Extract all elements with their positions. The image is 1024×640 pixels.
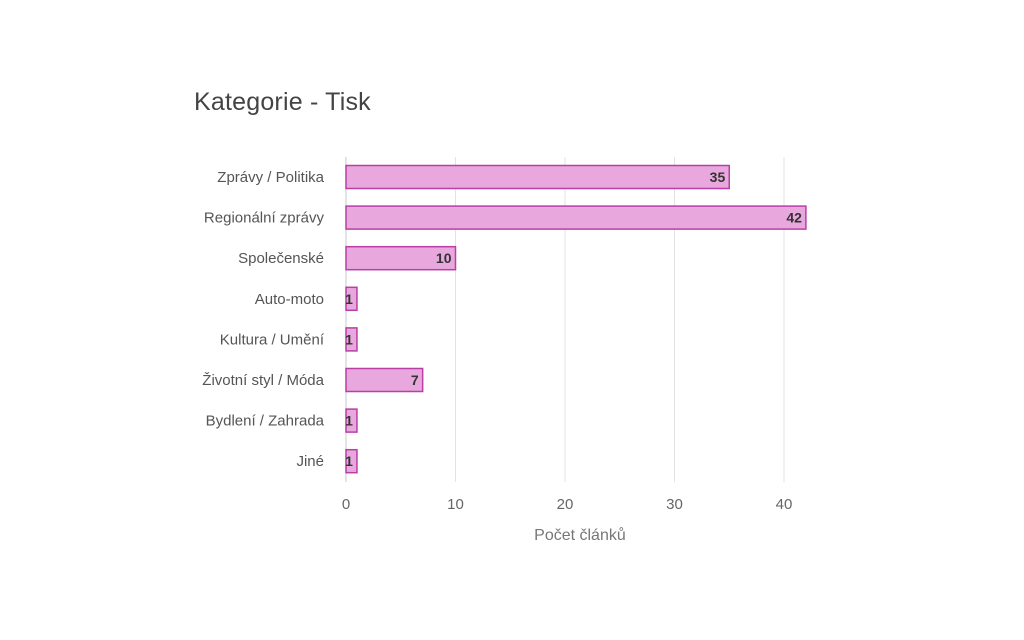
x-tick-label: 0 (342, 496, 350, 513)
x-tick-label: 10 (447, 496, 464, 513)
x-axis-title: Počet článků (534, 526, 626, 544)
category-label: Životní styl / Móda (202, 372, 324, 389)
data-label: 1 (345, 453, 353, 469)
category-label: Kultura / Umění (220, 331, 325, 348)
bars: 35 42 10 1 1 7 1 1 (345, 164, 807, 474)
bar (345, 205, 807, 230)
data-label: 1 (345, 291, 353, 307)
x-tick-label: 20 (557, 496, 574, 513)
bar (345, 448, 358, 474)
category-label: Společenské (238, 250, 324, 267)
bar (345, 367, 424, 393)
x-tick-label: 30 (666, 496, 683, 513)
bar (345, 164, 730, 190)
bar (345, 245, 457, 271)
category-label: Jiné (296, 453, 324, 470)
bar (345, 408, 358, 433)
bar (345, 327, 358, 352)
category-label: Bydlení / Zahrada (206, 413, 325, 430)
category-labels: Zprávy / Politika Regionální zprávy Společ… (202, 169, 325, 470)
data-label: 10 (436, 250, 452, 266)
data-label: 1 (345, 331, 353, 347)
data-label: 7 (411, 372, 419, 388)
data-label: 42 (786, 210, 802, 226)
data-label: 1 (345, 413, 353, 429)
category-label: Regionální zprávy (204, 210, 325, 227)
category-label: Auto-moto (255, 291, 324, 308)
data-label: 35 (710, 169, 726, 185)
x-tick-label: 40 (776, 496, 793, 513)
chart-title: Kategorie - Tisk (194, 88, 371, 116)
category-label: Zprávy / Politika (217, 169, 324, 186)
x-tick-labels: 0 10 20 30 40 (342, 496, 793, 513)
bar (345, 286, 358, 312)
